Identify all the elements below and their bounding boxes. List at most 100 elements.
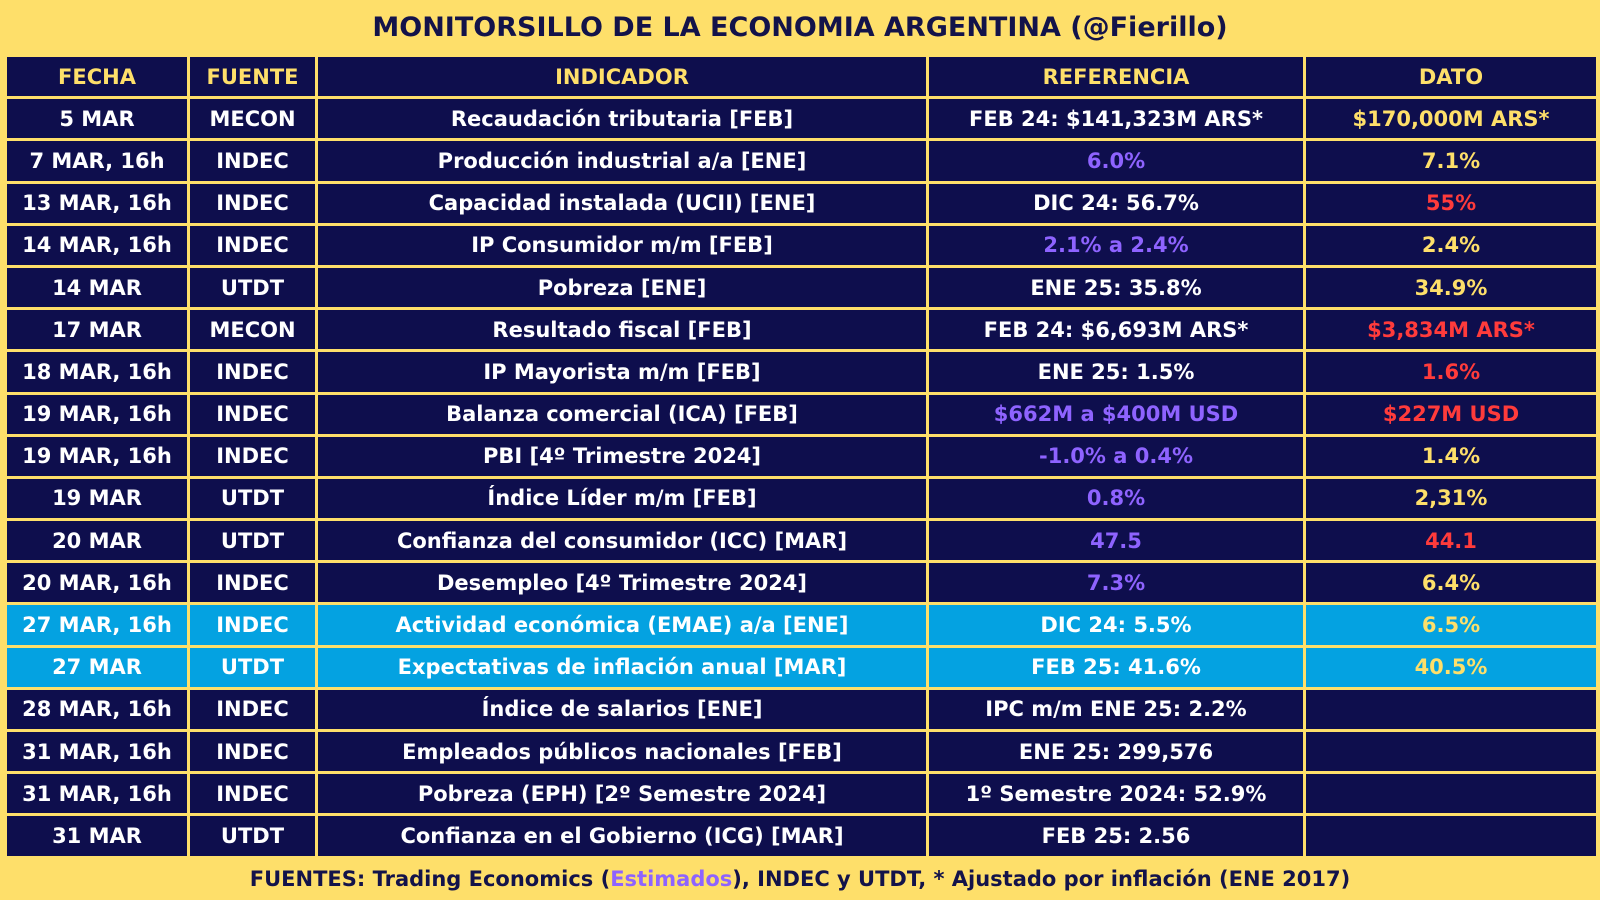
cell-dato: 55% (1303, 180, 1599, 226)
cell-fuente: MECON (187, 96, 318, 142)
cell-dato: 1.6% (1303, 349, 1599, 395)
cell-fuente: INDEC (187, 602, 318, 648)
cell-referencia: -1.0% a 0.4% (926, 433, 1306, 479)
cell-referencia: 1º Semestre 2024: 52.9% (926, 771, 1306, 817)
header-fuente: FUENTE (187, 53, 318, 100)
table-row: 28 MAR, 16h INDEC Índice de salarios [ENE]… (4, 686, 1599, 733)
cell-fuente: INDEC (187, 728, 318, 775)
cell-referencia: DIC 24: 5.5% (926, 602, 1306, 648)
table-row: 5 MAR MECON Recaudación tributaria [FEB] FE… (4, 96, 1599, 142)
cell-dato: 7.1% (1303, 138, 1599, 184)
cell-fecha: 27 MAR (4, 644, 190, 690)
cell-fecha: 19 MAR (4, 475, 190, 522)
cell-fuente: INDEC (187, 180, 318, 226)
header-fecha: FECHA (4, 53, 190, 100)
cell-indicador: Resultado fiscal [FEB] (315, 307, 929, 353)
cell-dato: 2,31% (1303, 475, 1599, 522)
cell-dato: $227M USD (1303, 391, 1599, 437)
cell-referencia: ENE 25: 35.8% (926, 264, 1306, 311)
header-indicador: INDICADOR (315, 53, 929, 100)
cell-indicador: Recaudación tributaria [FEB] (315, 96, 929, 142)
cell-dato (1303, 728, 1599, 775)
cell-fecha: 17 MAR (4, 307, 190, 353)
cell-fuente: UTDT (187, 518, 318, 564)
cell-referencia: 0.8% (926, 475, 1306, 522)
cell-indicador: IP Consumidor m/m [FEB] (315, 222, 929, 268)
cell-referencia: 7.3% (926, 560, 1306, 606)
cell-indicador: Índice Líder m/m [FEB] (315, 475, 929, 522)
cell-fecha: 5 MAR (4, 96, 190, 142)
table-row: 19 MAR UTDT Índice Líder m/m [FEB] 0.8% 2,31… (4, 475, 1599, 522)
cell-referencia: FEB 25: 2.56 (926, 813, 1306, 859)
cell-indicador: Actividad económica (EMAE) a/a [ENE] (315, 602, 929, 648)
cell-dato (1303, 813, 1599, 859)
cell-indicador: Capacidad instalada (UCII) [ENE] (315, 180, 929, 226)
cell-indicador: Producción industrial a/a [ENE] (315, 138, 929, 184)
cell-fecha: 13 MAR, 16h (4, 180, 190, 226)
table-row: 27 MAR UTDT Expectativas de inflación anua… (4, 644, 1599, 690)
table-row: 7 MAR, 16h INDEC Producción industrial a/a… (4, 138, 1599, 184)
cell-indicador: Desempleo [4º Trimestre 2024] (315, 560, 929, 606)
cell-dato: $3,834M ARS* (1303, 307, 1599, 353)
cell-indicador: Índice de salarios [ENE] (315, 686, 929, 733)
cell-referencia: $662M a $400M USD (926, 391, 1306, 437)
cell-indicador: IP Mayorista m/m [FEB] (315, 349, 929, 395)
cell-fuente: INDEC (187, 771, 318, 817)
footer-suffix: ), INDEC y UTDT, * Ajustado por inflació… (732, 867, 1351, 891)
cell-fuente: INDEC (187, 391, 318, 437)
cell-indicador: Confianza del consumidor (ICC) [MAR] (315, 518, 929, 564)
cell-fecha: 28 MAR, 16h (4, 686, 190, 733)
cell-fuente: INDEC (187, 686, 318, 733)
table-row: 19 MAR, 16h INDEC PBI [4º Trimestre 2024] -… (4, 433, 1599, 479)
table-row: 20 MAR UTDT Confianza del consumidor (ICC)… (4, 518, 1599, 564)
cell-indicador: Pobreza (EPH) [2º Semestre 2024] (315, 771, 929, 817)
cell-dato: 6.5% (1303, 602, 1599, 648)
cell-dato: 6.4% (1303, 560, 1599, 606)
cell-fecha: 20 MAR, 16h (4, 560, 190, 606)
table-row: 31 MAR UTDT Confianza en el Gobierno (ICG)… (4, 813, 1599, 859)
cell-referencia: IPC m/m ENE 25: 2.2% (926, 686, 1306, 733)
cell-dato: 2.4% (1303, 222, 1599, 268)
cell-dato (1303, 686, 1599, 733)
footer-estimados: Estimados (610, 867, 733, 891)
table-row: 31 MAR, 16h INDEC Pobreza (EPH) [2º Semest… (4, 771, 1599, 817)
table-row: 14 MAR, 16h INDEC IP Consumidor m/m [FEB] 2… (4, 222, 1599, 268)
cell-dato: 40.5% (1303, 644, 1599, 690)
sources-footer: FUENTES: Trading Economics (Estimados), … (0, 862, 1600, 896)
cell-dato: 34.9% (1303, 264, 1599, 311)
cell-referencia: FEB 24: $6,693M ARS* (926, 307, 1306, 353)
table-row: 31 MAR, 16h INDEC Empleados públicos nacio… (4, 728, 1599, 775)
cell-fecha: 18 MAR, 16h (4, 349, 190, 395)
cell-fuente: UTDT (187, 813, 318, 859)
cell-indicador: Empleados públicos nacionales [FEB] (315, 728, 929, 775)
cell-fecha: 19 MAR, 16h (4, 391, 190, 437)
cell-referencia: 2.1% a 2.4% (926, 222, 1306, 268)
cell-fecha: 31 MAR, 16h (4, 771, 190, 817)
cell-fuente: INDEC (187, 560, 318, 606)
cell-fuente: MECON (187, 307, 318, 353)
cell-referencia: 47.5 (926, 518, 1306, 564)
table-row: 27 MAR, 16h INDEC Actividad económica (EMA… (4, 602, 1599, 648)
cell-referencia: ENE 25: 1.5% (926, 349, 1306, 395)
cell-fecha: 27 MAR, 16h (4, 602, 190, 648)
cell-referencia: 6.0% (926, 138, 1306, 184)
page-title: MONITORSILLO DE LA ECONOMIA ARGENTINA (@… (372, 12, 1228, 43)
cell-dato (1303, 771, 1599, 817)
cell-referencia: ENE 25: 299,576 (926, 728, 1306, 775)
cell-fecha: 31 MAR, 16h (4, 728, 190, 775)
cell-referencia: FEB 25: 41.6% (926, 644, 1306, 690)
cell-fuente: UTDT (187, 475, 318, 522)
cell-fecha: 14 MAR, 16h (4, 222, 190, 268)
table-header-row: FECHA FUENTE INDICADOR REFERENCIA DATO (4, 53, 1599, 100)
cell-dato: $170,000M ARS* (1303, 96, 1599, 142)
cell-dato: 1.4% (1303, 433, 1599, 479)
cell-dato: 44.1 (1303, 518, 1599, 564)
cell-fecha: 14 MAR (4, 264, 190, 311)
table-row: 19 MAR, 16h INDEC Balanza comercial (ICA) … (4, 391, 1599, 437)
cell-fecha: 7 MAR, 16h (4, 138, 190, 184)
table-row: 18 MAR, 16h INDEC IP Mayorista m/m [FEB] EN… (4, 349, 1599, 395)
indicators-table: FECHA FUENTE INDICADOR REFERENCIA DATO 5… (4, 53, 1599, 859)
cell-fuente: UTDT (187, 264, 318, 311)
header-referencia: REFERENCIA (926, 53, 1306, 100)
